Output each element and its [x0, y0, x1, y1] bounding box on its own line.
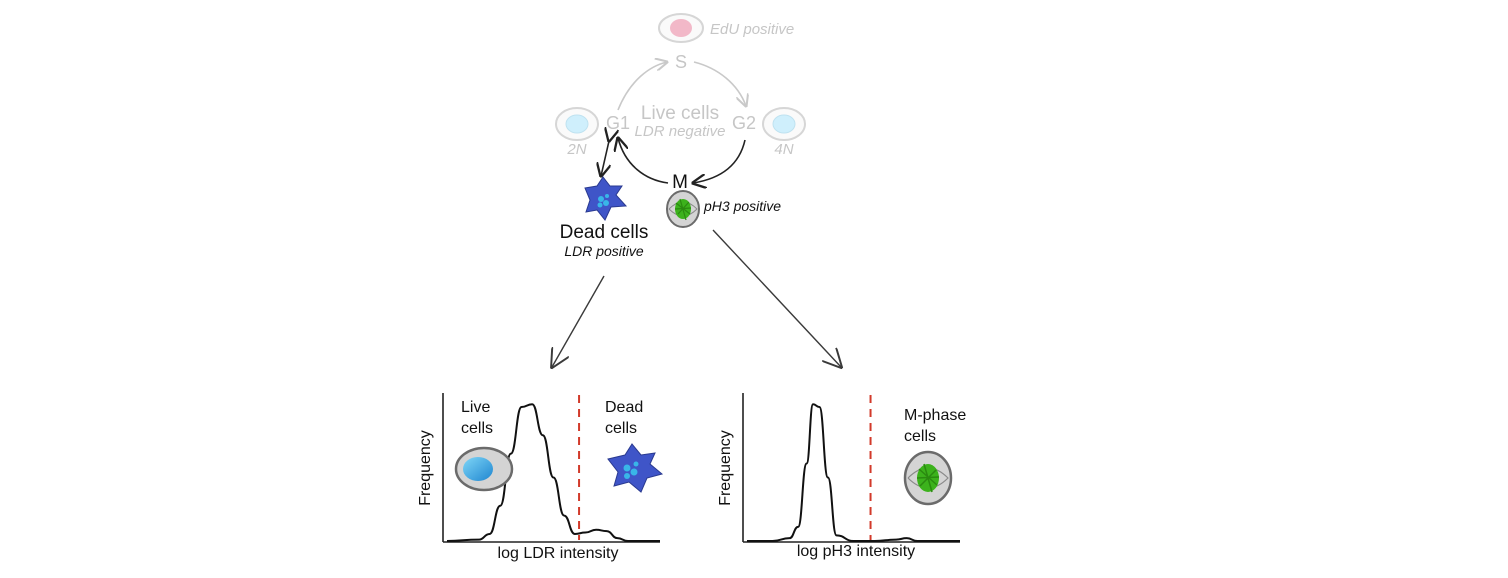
edu-nucleus-icon — [670, 19, 692, 37]
ph3-histogram-chart: Frequency log pH3 intensity M-phase cell… — [717, 393, 971, 560]
g1-nucleus-icon — [565, 114, 589, 134]
ploidy-2n-label: 2N — [566, 141, 586, 158]
cycle-dark-group: M pH3 positive Dead cells LDR positive — [552, 138, 841, 367]
s-to-g2-arrow — [693, 61, 746, 106]
g2-to-m-arrow — [693, 139, 746, 183]
live-cells-subtitle: LDR negative — [635, 123, 726, 140]
g1-to-s-arrow — [617, 62, 667, 111]
dead-cell-large-icon — [607, 443, 664, 493]
ph3-curve — [746, 403, 960, 542]
dead-cells-subtitle: LDR positive — [564, 243, 644, 259]
s-phase-label: S — [675, 52, 687, 72]
dead-to-ldr-chart-arrow — [552, 275, 605, 367]
ldr-x-label: log LDR intensity — [498, 545, 619, 562]
ldr-histogram-chart: Frequency log LDR intensity Live cells D… — [417, 393, 664, 562]
m-phase-label: M — [672, 172, 688, 193]
cycle-faded-group: EdU positive S 2N G1 G2 4N Live cells LD… — [555, 13, 806, 158]
mitotic-to-ph3-chart-arrow — [712, 229, 841, 367]
ph3-positive-label: pH3 positive — [703, 198, 781, 214]
mitotic-cell-icon — [666, 190, 700, 228]
g1-to-dead-arrow — [601, 141, 609, 176]
live-cell-icon — [454, 446, 514, 492]
g1-label: G1 — [606, 113, 630, 133]
g2-label: G2 — [732, 113, 756, 133]
dead-cell-icon — [584, 176, 628, 221]
dead-cells-title: Dead cells — [560, 222, 649, 243]
ldr-y-label: Frequency — [417, 430, 434, 506]
live-cells-title: Live cells — [641, 103, 719, 124]
edu-label: EdU positive — [710, 21, 794, 38]
ph3-mphase-annotation: M-phase cells — [904, 407, 971, 445]
m-to-g1-arrow — [618, 138, 669, 184]
ph3-x-label: log pH3 intensity — [797, 543, 915, 560]
ldr-curve — [446, 403, 660, 542]
g2-nucleus-icon — [772, 114, 796, 134]
ldr-dead-annotation: Dead cells — [605, 399, 648, 437]
ldr-live-annotation: Live cells — [461, 399, 495, 437]
ploidy-4n-label: 4N — [774, 141, 793, 158]
mitotic-cell-large-icon — [903, 450, 953, 506]
ph3-y-label: Frequency — [717, 430, 734, 506]
